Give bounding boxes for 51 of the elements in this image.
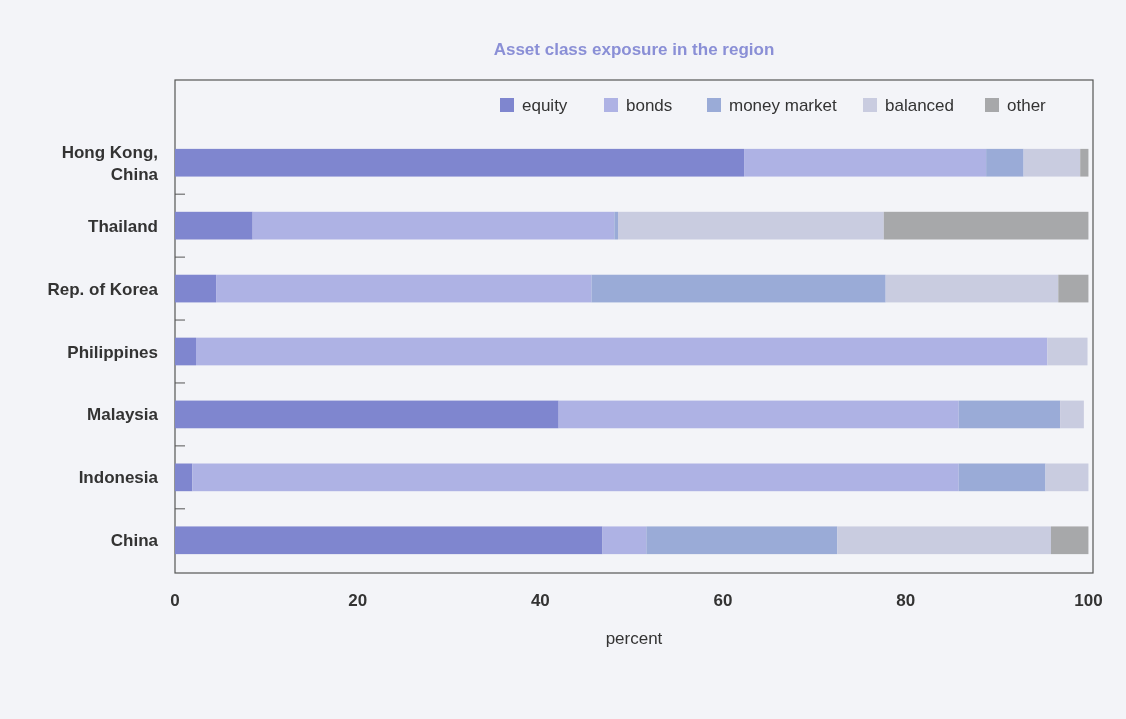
x-tick-label: 60 — [713, 591, 733, 610]
bar — [1058, 274, 1089, 303]
bar — [614, 211, 619, 240]
legend-label: balanced — [885, 96, 955, 115]
bar — [175, 337, 197, 366]
y-tick-label: China — [110, 531, 159, 551]
x-axis-title: percent — [605, 629, 663, 648]
bar — [837, 526, 1051, 555]
bar — [883, 211, 1089, 240]
x-tick-label: 80 — [896, 591, 916, 610]
bar — [744, 148, 987, 177]
bar — [958, 400, 1061, 429]
x-tick-label: 20 — [348, 591, 368, 610]
bar — [646, 526, 838, 555]
bar — [591, 274, 886, 303]
y-tick-label: Indonesia — [78, 468, 159, 488]
bar — [958, 463, 1046, 492]
x-tick-label: 0 — [170, 591, 180, 610]
bar — [558, 400, 959, 429]
bar — [618, 211, 884, 240]
y-tick-label: Rep. of Korea — [47, 279, 159, 299]
y-tick-label: Malaysia — [87, 405, 159, 425]
legend-label: money market — [729, 96, 837, 115]
y-tick-label: Hong Kong, China — [61, 142, 159, 184]
bar — [1047, 337, 1088, 366]
bar — [1080, 148, 1089, 177]
bar — [175, 400, 559, 429]
bar — [885, 274, 1059, 303]
bar — [175, 274, 217, 303]
x-tick-label: 100 — [1074, 591, 1103, 610]
bar — [1023, 148, 1081, 177]
y-tick-label: Philippines — [67, 342, 158, 362]
bar — [252, 211, 615, 240]
bar — [602, 526, 647, 555]
legend-label: bonds — [626, 96, 673, 115]
bar — [986, 148, 1024, 177]
bar — [1045, 463, 1089, 492]
bar — [1060, 400, 1084, 429]
x-tick-label: 40 — [530, 591, 550, 610]
bar — [175, 463, 193, 492]
bar — [196, 337, 1048, 366]
bar — [175, 526, 603, 555]
bar — [192, 463, 959, 492]
bar — [216, 274, 592, 303]
legend-label: equity — [522, 96, 568, 115]
bar — [175, 211, 253, 240]
bar — [175, 148, 745, 177]
y-tick-label: Thailand — [88, 216, 158, 236]
legend-label: other — [1007, 96, 1047, 115]
bar — [1050, 526, 1089, 555]
chart-title: Asset class exposure in the region — [493, 40, 775, 59]
